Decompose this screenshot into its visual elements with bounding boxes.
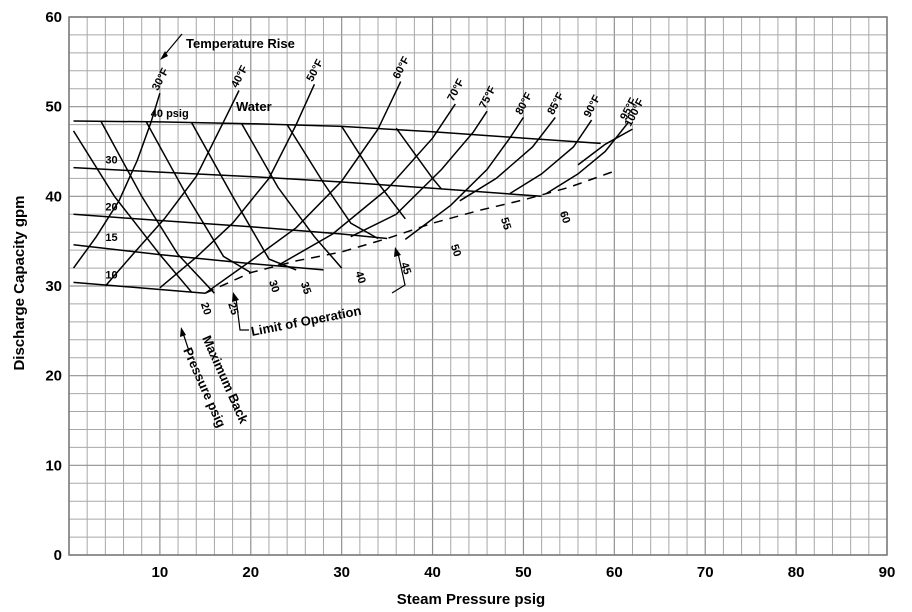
temperature-rise-curve — [277, 103, 456, 267]
temperature-rise-curves — [72, 81, 633, 294]
x-pattern-line — [145, 121, 252, 274]
temperature-rise-curve — [577, 128, 633, 166]
y-tick-label: 0 — [54, 547, 62, 564]
limit-of-operation-dashed-line — [204, 170, 615, 294]
x-pattern-line — [341, 125, 406, 220]
back-pressure-label: 50 — [448, 243, 463, 258]
x-pattern-line — [241, 123, 343, 269]
y-tick-label: 50 — [45, 99, 62, 116]
back-pressure-label: 55 — [498, 216, 513, 231]
temperature-rise-curve — [350, 110, 488, 238]
x-pattern-line — [100, 120, 215, 294]
arrowhead-icon — [232, 292, 239, 302]
x-tick-label: 60 — [606, 564, 623, 581]
back-pressure-label: 35 — [298, 281, 313, 296]
x-pattern-line — [72, 130, 193, 293]
arrowhead-icon — [394, 247, 401, 257]
water-pressure-curve — [73, 166, 542, 198]
x-axis-title: Steam Pressure psig — [397, 591, 545, 608]
temperature-rise-label: 85°F — [545, 90, 567, 117]
temperature-rise-curve — [104, 90, 240, 287]
arrowhead-icon — [160, 51, 168, 60]
x-tick-label: 80 — [788, 564, 805, 581]
temperature-rise-label: 80°F — [513, 90, 535, 117]
temperature-rise-curve — [404, 116, 525, 240]
limit-arrow-right — [391, 252, 406, 294]
temperature-rise-curve — [459, 116, 556, 202]
temperature-rise-curve — [204, 81, 402, 294]
y-axis-ticks: 0 10 20 30 40 50 60 — [45, 9, 62, 564]
limit-of-operation-annotation: Limit of Operation — [250, 303, 363, 339]
x-tick-label: 30 — [333, 564, 350, 581]
x-pattern-line — [286, 124, 379, 240]
water-pressure-curve — [73, 281, 206, 294]
y-tick-label: 40 — [45, 188, 62, 205]
back-pressure-label: 60 — [557, 210, 572, 225]
x-pattern-lines — [72, 120, 443, 294]
grid — [68, 16, 888, 556]
plot-frame — [68, 16, 888, 556]
temperature-rise-curve — [509, 119, 593, 195]
water-pressure-curves — [73, 120, 601, 294]
water-pressure-curve — [73, 213, 388, 240]
temperature-rise-curve — [159, 83, 316, 289]
back-pressure-arrow — [182, 332, 190, 352]
y-axis-title: Discharge Capacity gpm — [11, 195, 28, 370]
water-pressure-label: 30 — [105, 155, 117, 167]
temperature-rise-curve — [72, 92, 161, 269]
y-tick-label: 10 — [45, 457, 62, 474]
y-tick-label: 60 — [45, 9, 62, 26]
water-pressure-label: 10 — [105, 269, 117, 281]
water-pressure-label: 40 psig — [151, 108, 189, 120]
temperature-rise-label: 60°F — [391, 54, 413, 81]
temperature-rise-label: 70°F — [445, 77, 467, 104]
temperature-rise-annotation: Temperature Rise — [186, 36, 295, 51]
water-annotation: Water — [236, 99, 272, 114]
water-pressure-label: 20 — [105, 201, 117, 213]
y-tick-label: 20 — [45, 368, 62, 385]
back-pressure-label: 40 — [352, 270, 367, 285]
x-tick-label: 50 — [515, 564, 532, 581]
back-pressure-label: 30 — [266, 279, 281, 294]
limit-of-operation-line — [204, 170, 615, 294]
back-pressure-label: 20 — [198, 301, 213, 316]
x-tick-label: 90 — [879, 564, 896, 581]
x-tick-label: 40 — [424, 564, 441, 581]
x-tick-label: 10 — [152, 564, 169, 581]
x-axis-ticks: 10 20 30 40 50 60 70 80 90 — [152, 564, 896, 581]
x-pattern-line — [395, 127, 443, 190]
water-pressure-label: 15 — [105, 232, 117, 244]
limit-arrow-left — [235, 297, 249, 331]
y-tick-label: 30 — [45, 278, 62, 295]
x-tick-label: 20 — [242, 564, 259, 581]
x-tick-label: 70 — [697, 564, 714, 581]
arrowhead-icon — [180, 327, 186, 337]
